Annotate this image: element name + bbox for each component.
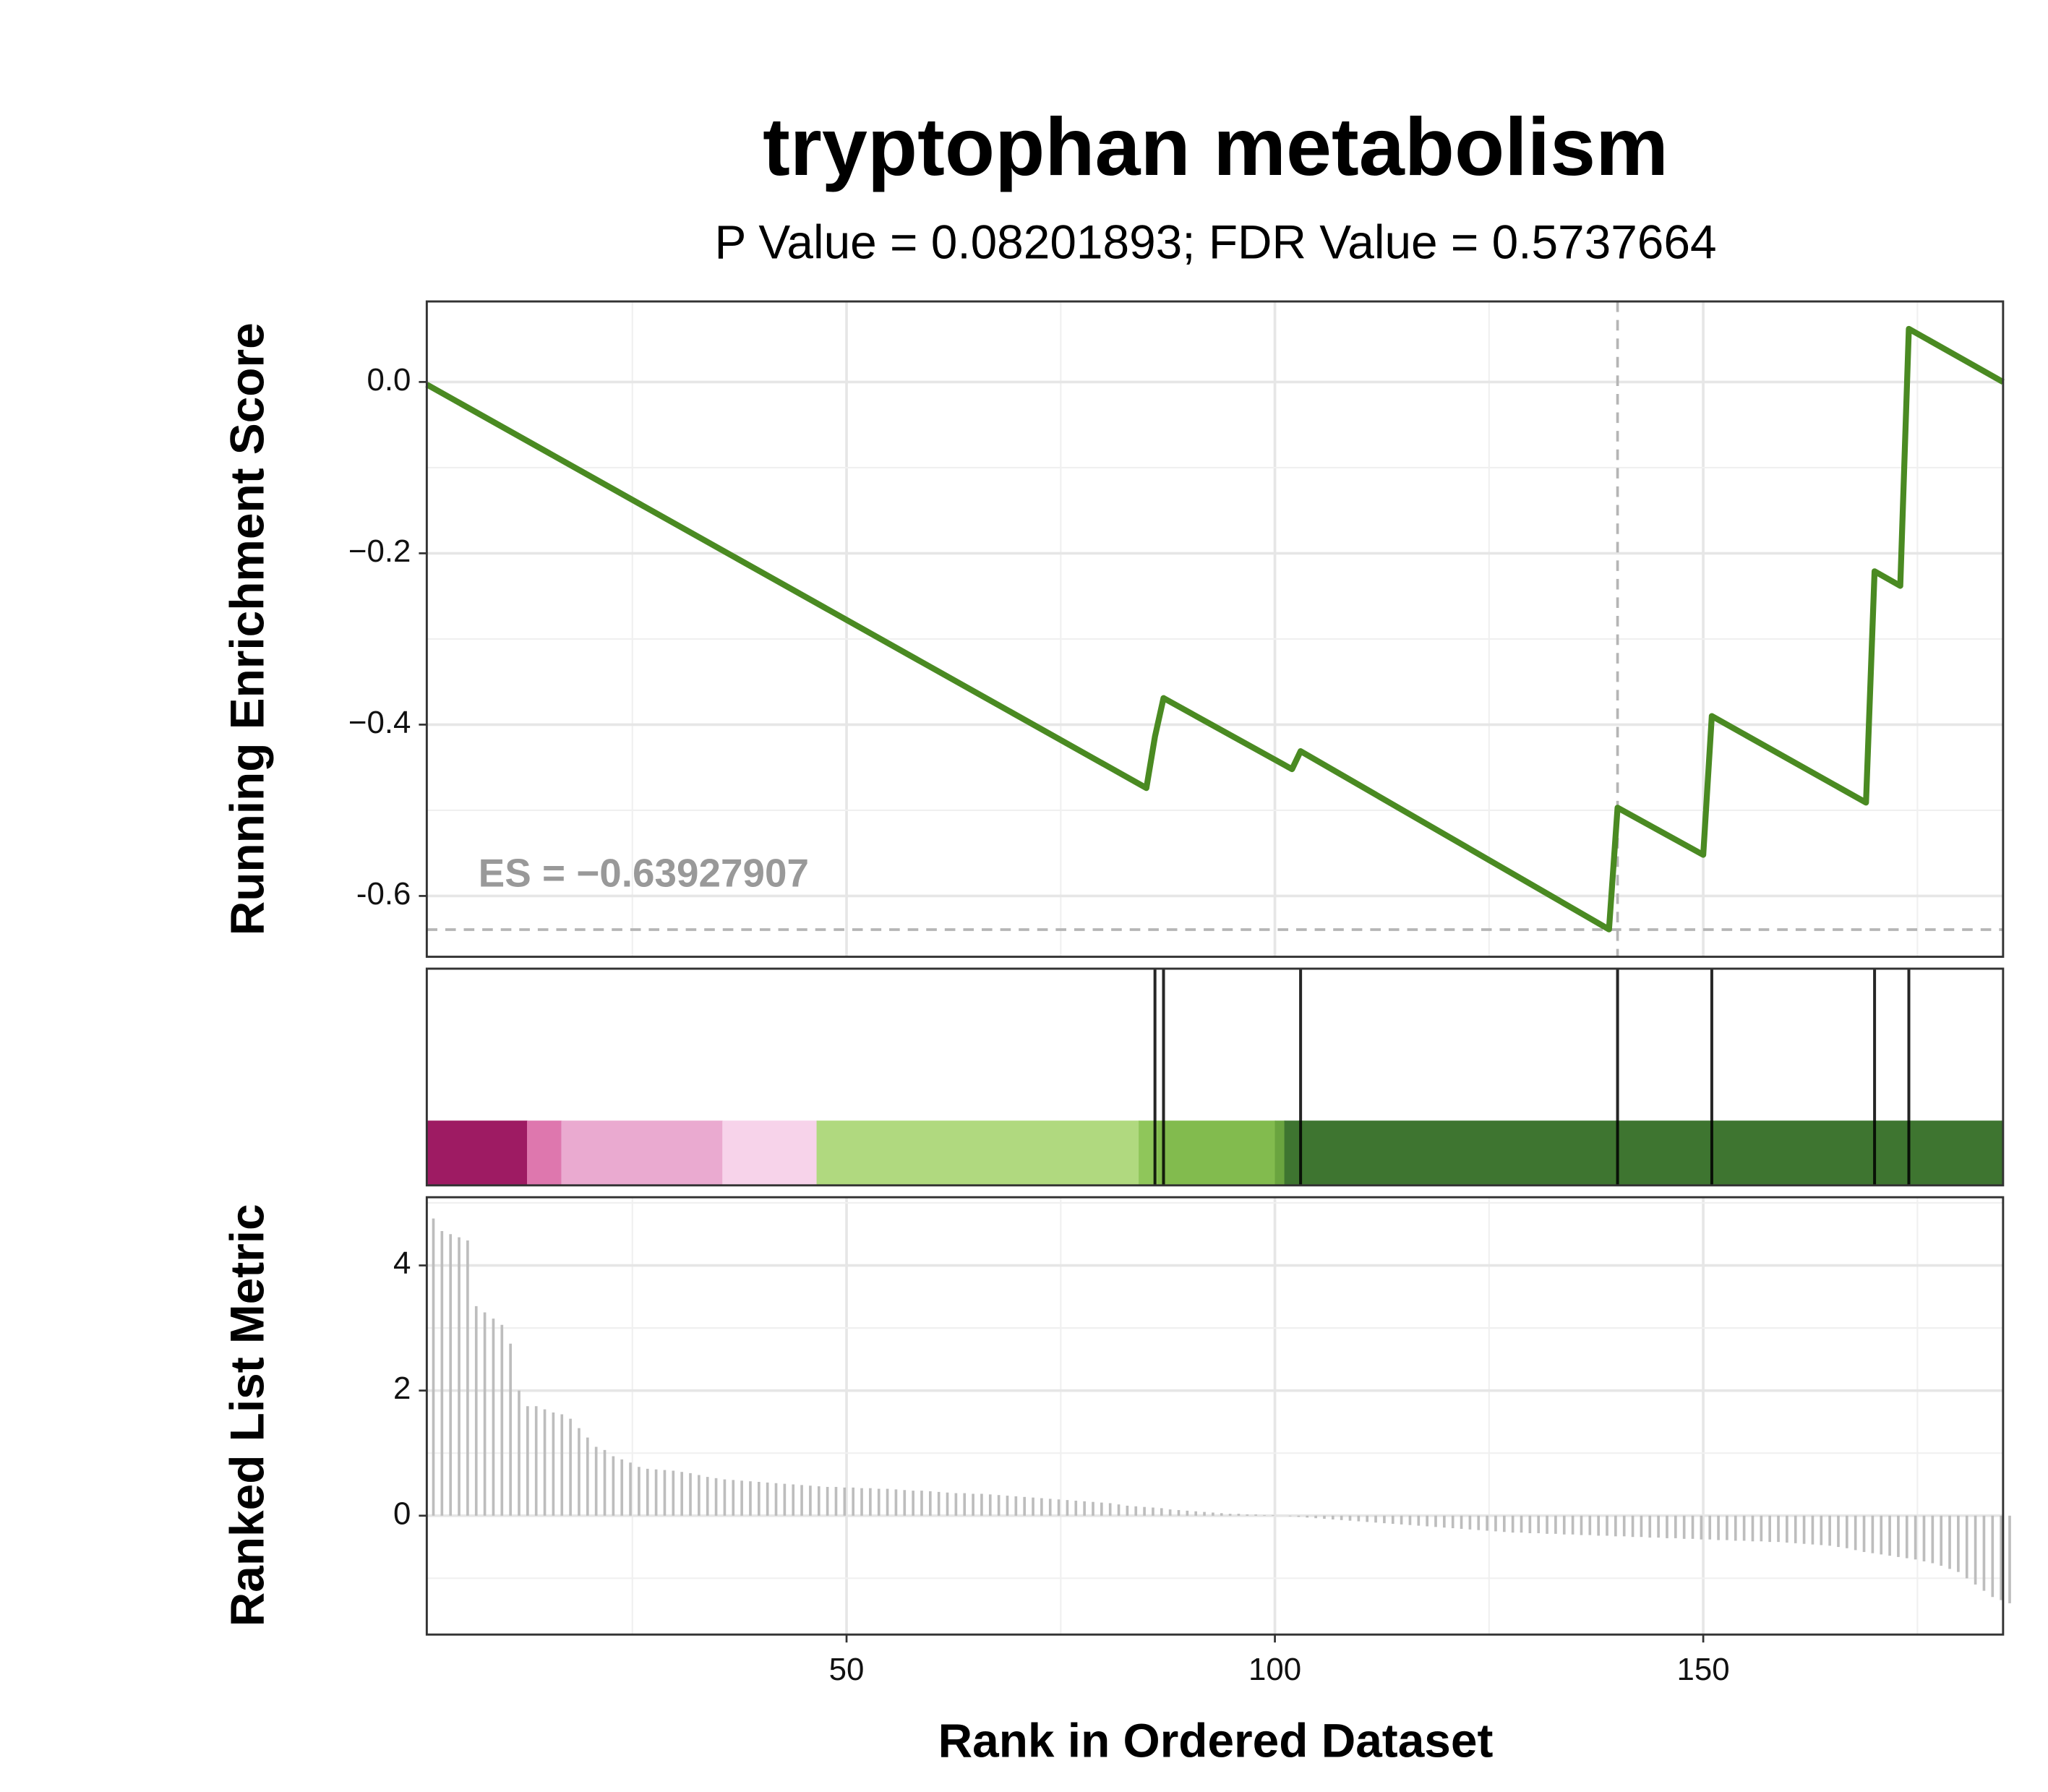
band-segment — [427, 1120, 528, 1186]
panel-background — [427, 301, 2003, 957]
x-axis-title: Rank in Ordered Dataset — [938, 1713, 1494, 1767]
band-segment — [1157, 1120, 1276, 1186]
panel-border — [425, 1196, 2005, 1636]
es-annotation: ES = −0.63927907 — [479, 851, 809, 896]
panel-border — [425, 967, 2005, 1187]
band-segment — [527, 1120, 562, 1186]
band-segment — [816, 1120, 1140, 1186]
panel-border — [425, 300, 2005, 959]
chart-title: tryptophan metabolism — [763, 101, 1668, 193]
y-tick-label: 0 — [393, 1496, 411, 1531]
y-tick-label: −0.4 — [348, 705, 411, 740]
band-segment — [1284, 1120, 2004, 1186]
y-tick-label: 0.0 — [367, 362, 411, 398]
x-tick-label: 100 — [1248, 1652, 1301, 1687]
panel-background — [427, 1197, 2003, 1635]
band-segment — [722, 1120, 818, 1186]
chart-subtitle: P Value = 0.08201893; FDR Value = 0.5737… — [714, 215, 1716, 269]
enrichment-line — [425, 325, 2005, 933]
y-tick-label: −0.2 — [348, 533, 411, 569]
x-tick-label: 50 — [829, 1652, 865, 1687]
y-axis-title: Running Enrichment Score — [220, 322, 274, 935]
y-tick-label: 2 — [393, 1371, 411, 1406]
y-tick-label: -0.6 — [356, 876, 411, 912]
y-tick-label: 4 — [393, 1246, 411, 1281]
band-segment — [1274, 1120, 1285, 1186]
band-segment — [561, 1120, 724, 1186]
y2-axis-title: Ranked List Metric — [220, 1204, 274, 1626]
x-tick-label: 150 — [1676, 1652, 1729, 1687]
